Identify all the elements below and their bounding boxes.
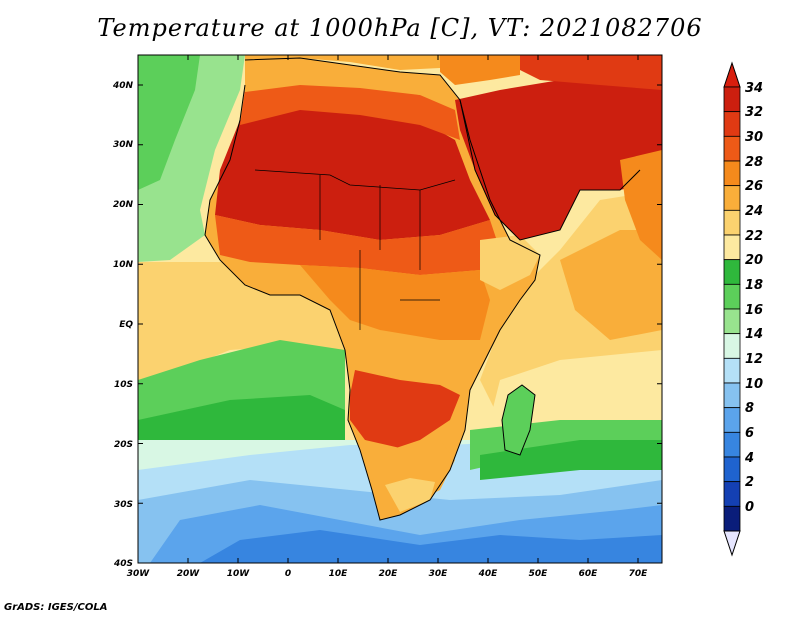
lat-tick-marks [138, 84, 662, 564]
lat-label-40n: 40N [112, 81, 134, 91]
lon-label-20e: 20E [379, 569, 399, 579]
lon-label-30e: 30E [429, 569, 449, 579]
colorbar-box [723, 481, 741, 507]
cb-label-34: 34 [745, 81, 763, 96]
lat-label-10s: 10S [114, 380, 133, 390]
border-line-1 [254, 169, 456, 191]
field-mediterranean-coast [245, 60, 455, 100]
lat-label-30s: 30S [114, 500, 133, 510]
field-sahara-hot [215, 105, 490, 240]
lon-label-30w: 30W [127, 569, 151, 579]
field-horn [480, 235, 540, 290]
colorbar-box [723, 357, 741, 384]
field-arabian-sea [560, 230, 662, 340]
field-north-atlantic-cool [138, 55, 200, 190]
field-indian-green [480, 440, 662, 480]
colorbar-box [723, 259, 741, 285]
lat-label-20n: 20N [113, 200, 134, 210]
colorbar-box [723, 505, 741, 532]
cb-label-0: 0 [745, 500, 754, 515]
colorbar-labels: 34 32 30 28 26 24 22 20 18 16 14 12 10 8… [744, 81, 763, 515]
colorbar-under-triangle [723, 530, 741, 557]
cb-label-14: 14 [745, 327, 763, 342]
colorbar-box [723, 407, 741, 433]
cb-label-10: 10 [745, 377, 763, 392]
colorbar-box [723, 382, 741, 409]
colorbar-box [723, 135, 741, 162]
colorbar: 34 32 30 28 26 24 22 20 18 16 14 12 10 8… [723, 61, 763, 557]
colorbar-box [723, 111, 741, 137]
lon-label-50e: 50E [529, 569, 549, 579]
cb-label-22: 22 [745, 229, 763, 244]
cb-label-28: 28 [745, 155, 763, 170]
colorbar-box [723, 234, 741, 261]
lat-label-30n: 30N [113, 140, 134, 150]
cb-label-20: 20 [745, 253, 763, 268]
field-indian-south [490, 350, 662, 440]
cb-label-6: 6 [745, 426, 754, 441]
colorbar-box [723, 185, 741, 211]
field-south-africa-cool [385, 478, 435, 512]
field-arabia-hot [455, 80, 662, 240]
field-congo [345, 330, 470, 380]
cb-label-8: 8 [745, 401, 754, 416]
lat-label-10n: 10N [113, 260, 134, 270]
lon-label-70e: 70E [629, 569, 649, 579]
lon-label-0: 0 [285, 569, 291, 579]
lon-label-40e: 40E [478, 569, 499, 579]
lat-label-20s: 20S [114, 440, 133, 450]
colorbar-box [723, 160, 741, 187]
lat-label-eq: EQ [119, 320, 133, 330]
cb-label-30: 30 [745, 130, 763, 145]
lon-label-20w: 20W [177, 569, 201, 579]
field-europe-south [245, 55, 440, 70]
lat-tick-labels: 40N 30N 20N 10N EQ 10S 20S 30S 40S [112, 81, 134, 569]
cb-label-32: 32 [745, 105, 763, 120]
cb-label-4: 4 [744, 451, 754, 466]
field-sahel [215, 215, 500, 275]
colorbar-box [723, 308, 741, 335]
cb-label-18: 18 [745, 278, 763, 293]
lon-tick-labels: 30W 20W 10W 0 10E 20E 30E 40E 50E 60E 70… [127, 569, 648, 579]
colorbar-box [723, 209, 741, 236]
border-lines [319, 175, 440, 330]
cb-label-16: 16 [745, 303, 763, 318]
lon-label-10w: 10W [227, 569, 251, 579]
colorbar-box [723, 283, 741, 310]
lat-label-40s: 40S [113, 559, 133, 569]
field-southern-band4 [200, 530, 662, 563]
map-title: Temperature at 1000hPa [C], VT: 20210827… [97, 14, 703, 42]
africa-coastline [204, 57, 541, 521]
cb-label-24: 24 [745, 204, 763, 219]
field-south-africa [365, 440, 455, 510]
coastlines [204, 57, 641, 521]
field-north-africa [240, 80, 460, 140]
field-india [620, 150, 662, 260]
colorbar-box [723, 333, 741, 359]
plot-frame [137, 54, 663, 564]
lon-label-60e: 60E [579, 569, 599, 579]
lon-tick-marks [137, 55, 639, 563]
colorbar-box [723, 86, 741, 113]
lon-label-10e: 10E [329, 569, 349, 579]
colorbar-boxes [723, 86, 741, 532]
field-turkey [440, 55, 520, 85]
colorbar-over-triangle [723, 61, 741, 88]
field-angola-hot [350, 370, 460, 450]
grads-credit: GrADS: IGES/COLA [4, 602, 108, 613]
colorbar-box [723, 456, 741, 483]
arabia-coastline [459, 99, 641, 241]
colorbar-box [723, 431, 741, 458]
field-central-africa [300, 265, 490, 340]
cb-label-12: 12 [745, 352, 763, 367]
madagascar-coastline [501, 384, 536, 456]
temperature-field [138, 55, 662, 563]
cb-label-2: 2 [745, 475, 754, 490]
field-iran [520, 55, 662, 90]
cb-label-26: 26 [745, 179, 763, 194]
